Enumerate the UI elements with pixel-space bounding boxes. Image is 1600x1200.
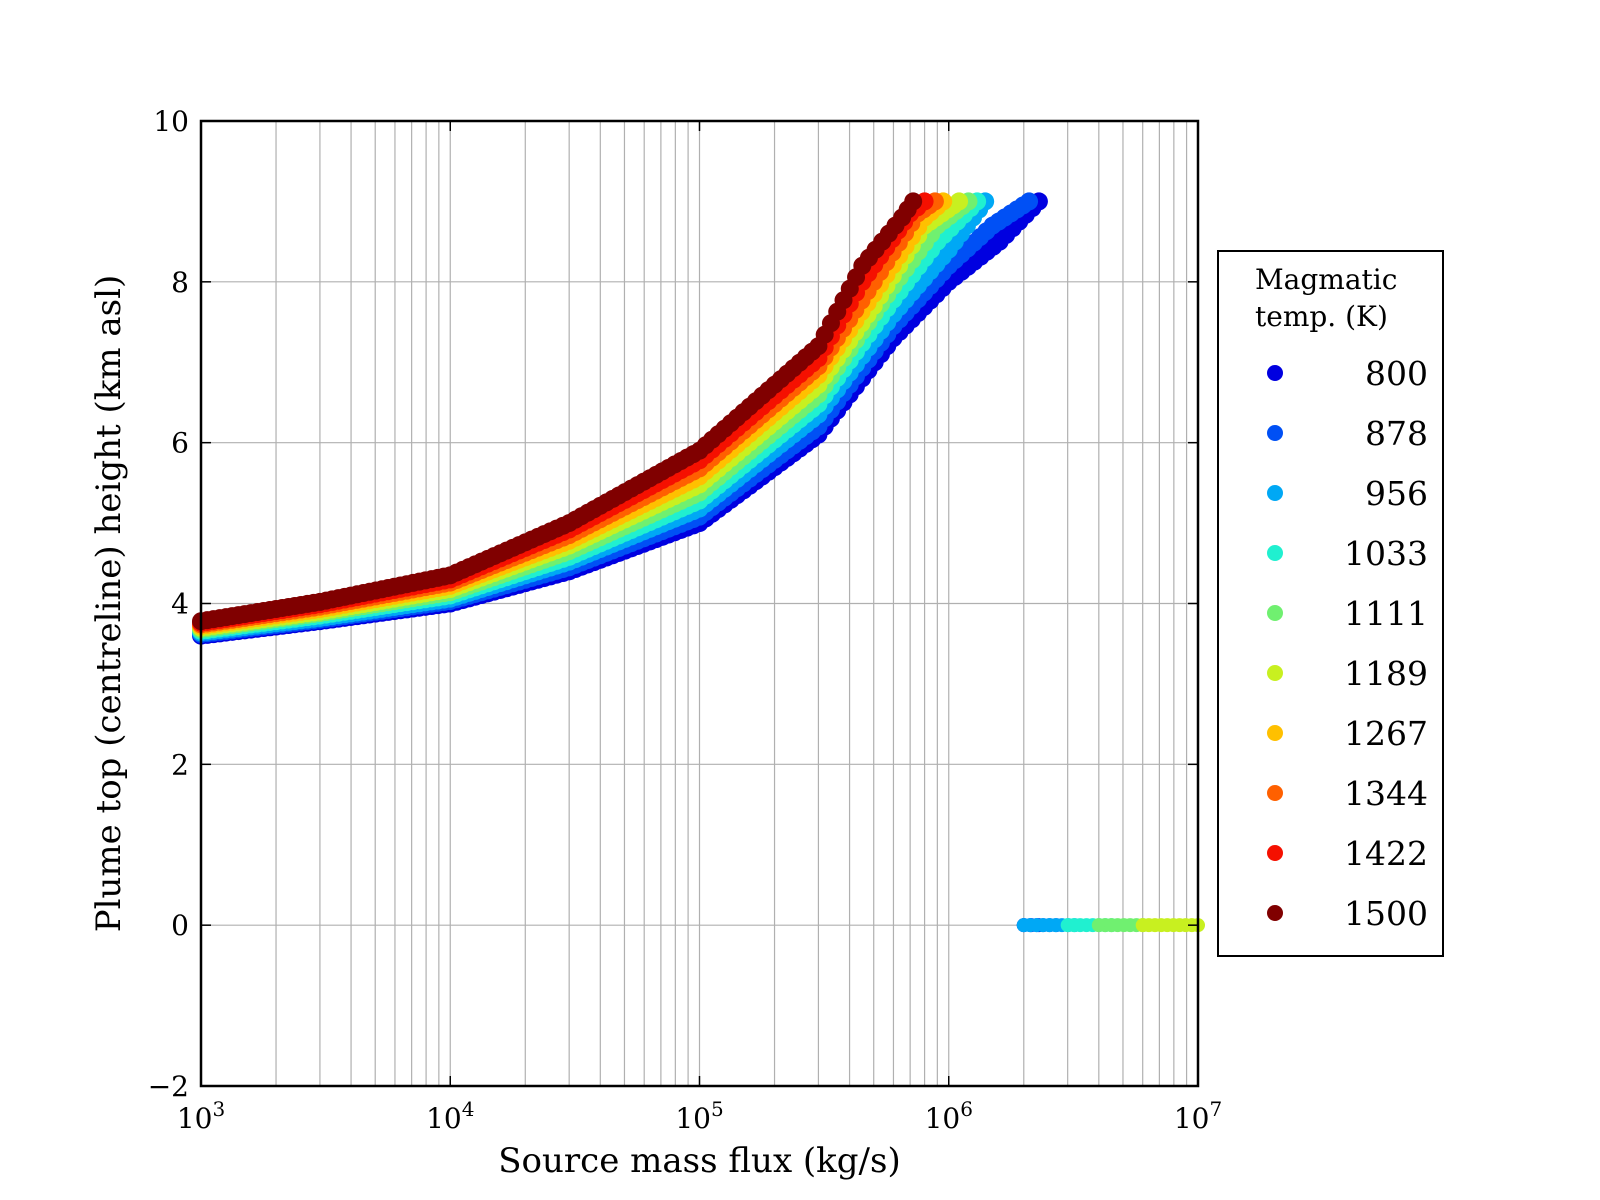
x-tick-label: 106 xyxy=(925,1097,973,1135)
legend-marker xyxy=(1267,785,1283,801)
legend-label: 1111 xyxy=(1344,594,1428,633)
legend-marker xyxy=(1267,365,1283,381)
legend-marker xyxy=(1267,485,1283,501)
y-axis-label: Plume top (centreline) height (km asl) xyxy=(89,275,129,933)
legend-label: 800 xyxy=(1365,354,1428,393)
legend-marker xyxy=(1267,725,1283,741)
legend-label: 1189 xyxy=(1344,654,1428,693)
legend-marker xyxy=(1267,545,1283,561)
legend-label: 1033 xyxy=(1344,534,1428,573)
legend-title-line2: temp. (K) xyxy=(1255,300,1388,333)
legend-entry-1033: 1033 xyxy=(1267,534,1428,573)
legend-marker xyxy=(1267,845,1283,861)
legend-label: 878 xyxy=(1365,414,1428,453)
y-tick-label: 10 xyxy=(153,105,189,138)
y-tick-label: 0 xyxy=(171,909,189,942)
legend-box xyxy=(1217,250,1444,957)
y-tick-label: 6 xyxy=(171,427,189,460)
y-tick-label: 8 xyxy=(171,266,189,299)
legend-label: 1267 xyxy=(1344,714,1428,753)
legend-entry-1344: 1344 xyxy=(1267,774,1428,813)
y-tick-label: −2 xyxy=(148,1070,189,1103)
x-axis-label: Source mass flux (kg/s) xyxy=(498,1141,900,1181)
data-point xyxy=(1020,192,1039,211)
axes-frame xyxy=(199,119,1200,1088)
legend-label: 1500 xyxy=(1344,894,1428,933)
legend-label: 1422 xyxy=(1344,834,1428,873)
legend-label: 1344 xyxy=(1344,774,1428,813)
legend-marker xyxy=(1267,905,1283,921)
legend-title-line1: Magmatic xyxy=(1255,263,1397,296)
x-tick-label: 104 xyxy=(426,1097,474,1135)
data-point xyxy=(904,192,923,211)
legend: Magmatic temp. (K) 800 878 956 1033 1111 1189… xyxy=(1217,250,1444,957)
tick-labels: 103 104 105 106 107 −2 0 2 4 6 8 10 xyxy=(148,105,1222,1135)
legend-entry-1267: 1267 xyxy=(1267,714,1428,753)
legend-marker xyxy=(1267,605,1283,621)
legend-marker xyxy=(1267,425,1283,441)
x-tick-label: 103 xyxy=(177,1097,225,1135)
y-tick-label: 4 xyxy=(171,588,189,621)
legend-entry-1422: 1422 xyxy=(1267,834,1428,873)
data-point xyxy=(950,192,969,211)
y-tick-label: 2 xyxy=(171,748,189,781)
legend-entry-1500: 1500 xyxy=(1267,894,1428,933)
legend-entries: 800 878 956 1033 1111 1189 1267 1344 1422 1500 xyxy=(1267,354,1428,933)
legend-marker xyxy=(1267,665,1283,681)
legend-entry-800: 800 xyxy=(1267,354,1428,393)
x-tick-label: 107 xyxy=(1174,1097,1222,1135)
data-points xyxy=(192,192,1205,933)
series-1033 xyxy=(192,192,1119,933)
legend-entry-1189: 1189 xyxy=(1267,654,1428,693)
series-1111 xyxy=(192,192,1150,933)
legend-entry-956: 956 xyxy=(1267,474,1428,513)
legend-entry-878: 878 xyxy=(1267,414,1428,453)
x-tick-label: 105 xyxy=(675,1097,723,1135)
legend-label: 956 xyxy=(1365,474,1428,513)
legend-entry-1111: 1111 xyxy=(1267,594,1428,633)
series-1189 xyxy=(192,192,1205,933)
series-1500 xyxy=(192,192,923,631)
